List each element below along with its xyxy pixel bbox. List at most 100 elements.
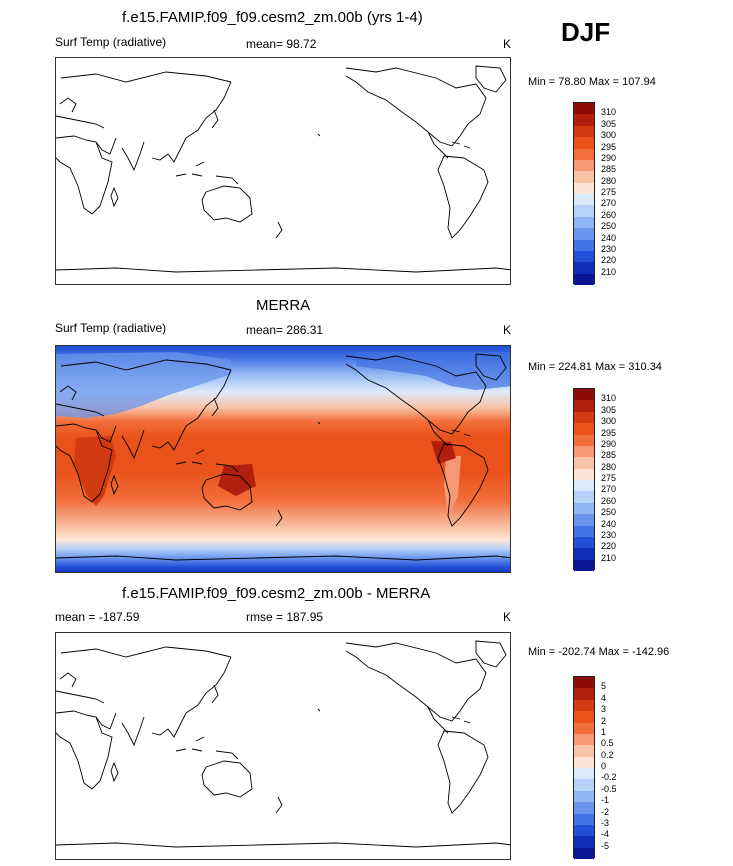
panel-2-mean-label: mean= 286.31: [246, 323, 324, 337]
panel-2-colorbar-tick-label: 285: [601, 450, 617, 461]
panel-1-colorbar-tick-label: 275: [601, 187, 617, 197]
panel-1-colorbar-tick-label: 300: [601, 130, 617, 141]
panel-2-colorbar-tick-label: 270: [601, 484, 617, 495]
colorbar-segment: [574, 273, 594, 285]
colorbar-segment: [574, 768, 594, 780]
panel-3-colorbar-tick-label: -0.5: [601, 783, 617, 794]
panel-2-colorbar-tick-label: 310: [601, 393, 617, 404]
panel-1-colorbar-tick-label: 290: [601, 152, 617, 163]
panel-2-colorbar-tick-label: 290: [601, 438, 617, 449]
colorbar-segment: [574, 400, 594, 412]
colorbar-segment: [574, 699, 594, 712]
panel-3-rmse-label: rmse = 187.95: [246, 610, 324, 624]
colorbar-segment: [574, 216, 594, 229]
panel-3-units: K: [503, 610, 512, 624]
colorbar-segment: [574, 688, 594, 700]
colorbar-segment: [574, 389, 594, 401]
colorbar-segment: [574, 457, 594, 469]
colorbar-segment: [574, 756, 594, 768]
panel-3-colorbar-tick-label: 5: [601, 681, 607, 692]
panel-2-colorbar-tick-label: 300: [601, 416, 617, 427]
panel-2-colorbar-tick-label: 260: [601, 495, 617, 506]
colorbar-segment: [574, 502, 594, 515]
panel-3-colorbar-tick-label: 3: [601, 704, 607, 715]
panel-3-colorbar-tick-label: -4: [601, 829, 610, 840]
colorbar-segment: [574, 194, 594, 206]
colorbar-segment: [574, 171, 594, 183]
colorbar-segment: [574, 802, 594, 814]
panel-1-colorbar-tick-label: 285: [601, 164, 617, 175]
panel-3-colorbar-tick-label: 1: [601, 726, 607, 737]
panel-1-units: K: [503, 37, 512, 51]
colorbar-segment: [574, 228, 594, 240]
panel-2-variable-label: Surf Temp (radiative): [55, 321, 167, 335]
colorbar-segment: [574, 262, 594, 274]
panel-3-colorbar-tick-label: -0.2: [601, 772, 617, 783]
colorbar-segment: [574, 790, 594, 803]
colorbar-segment: [574, 824, 594, 837]
colorbar-segment: [574, 559, 594, 571]
colorbar-segment: [574, 548, 594, 560]
panel-2-colorbar-tick-label: 220: [601, 541, 617, 552]
panel-3-minmax: Min = -202.74 Max = -142.96: [528, 646, 670, 658]
panel-2-colorbar-tick-label: 280: [601, 461, 617, 472]
colorbar-segment: [574, 205, 594, 217]
colorbar-segment: [574, 103, 594, 115]
colorbar-segment: [574, 148, 594, 160]
panel-1-colorbar-tick-label: 260: [601, 209, 617, 220]
colorbar-segment: [574, 722, 594, 734]
colorbar-segment: [574, 779, 594, 791]
colorbar-segment: [574, 423, 594, 435]
colorbar-segment: [574, 847, 594, 859]
panel-1-colorbar-tick-label: 295: [601, 141, 617, 152]
panel-1-title: f.e15.FAMIP.f09_f09.cesm2_zm.00b (yrs 1-…: [122, 9, 423, 26]
panel-1-minmax: Min = 78.80 Max = 107.94: [528, 76, 656, 88]
colorbar-segment: [574, 491, 594, 503]
panel-1-colorbar-tick-label: 220: [601, 255, 617, 266]
panel-3-colorbar-tick-label: 2: [601, 715, 607, 726]
panel-2-colorbar-tick-label: 275: [601, 473, 617, 483]
panel-2-colorbar: [573, 388, 595, 571]
colorbar-segment: [574, 114, 594, 126]
colorbar-segment: [574, 137, 594, 149]
panel-3-colorbar-tick-label: -3: [601, 817, 610, 828]
panel-3-colorbar-tick-label: -5: [601, 840, 610, 851]
panel-2-field: [56, 346, 510, 572]
panel-3-colorbar-tick-label: -1: [601, 795, 610, 806]
colorbar-segment: [574, 159, 594, 172]
colorbar-segment: [574, 125, 594, 138]
colorbar-segment: [574, 468, 594, 480]
panel-2-colorbar-tick-label: 230: [601, 529, 617, 540]
colorbar-segment: [574, 514, 594, 526]
colorbar-segment: [574, 813, 594, 825]
colorbar-segment: [574, 525, 594, 537]
panel-1-colorbar-tick-label: 230: [601, 243, 617, 254]
panel-1-colorbar-tick-label: 210: [601, 266, 617, 277]
colorbar-segment: [574, 411, 594, 424]
panel-1-colorbar-tick-label: 305: [601, 118, 617, 129]
panel-3-mean-label: mean = -187.59: [55, 610, 140, 624]
colorbar-segment: [574, 445, 594, 458]
colorbar-segment: [574, 182, 594, 194]
panel-2-colorbar-tick-label: 210: [601, 552, 617, 563]
panel-2-minmax: Min = 224.81 Max = 310.34: [528, 361, 662, 373]
colorbar-segment: [574, 677, 594, 689]
panel-1-colorbar-tick-label: 270: [601, 198, 617, 209]
panel-3-colorbar-tick-label: 4: [601, 692, 607, 703]
colorbar-segment: [574, 745, 594, 757]
colorbar-segment: [574, 480, 594, 492]
panel-1-coastlines: [56, 65, 510, 273]
panel-2-title: MERRA: [256, 297, 311, 314]
colorbar-segment: [574, 250, 594, 263]
panel-2-colorbar-tick-label: 250: [601, 507, 617, 518]
colorbar-segment: [574, 733, 594, 746]
panel-1-colorbar-tick-label: 240: [601, 232, 617, 243]
colorbar-segment: [574, 711, 594, 723]
panel-3-colorbar-tick-label: -2: [601, 806, 610, 817]
panel-3-colorbar-tick-label: 0.5: [601, 738, 614, 749]
panel-1-colorbar: [573, 102, 595, 285]
panel-3-coastlines: [56, 640, 510, 848]
panel-3-title: f.e15.FAMIP.f09_f09.cesm2_zm.00b - MERRA: [122, 585, 431, 602]
panel-2-colorbar-tick-label: 295: [601, 427, 617, 438]
panel-1-colorbar-tick-label: 280: [601, 175, 617, 186]
